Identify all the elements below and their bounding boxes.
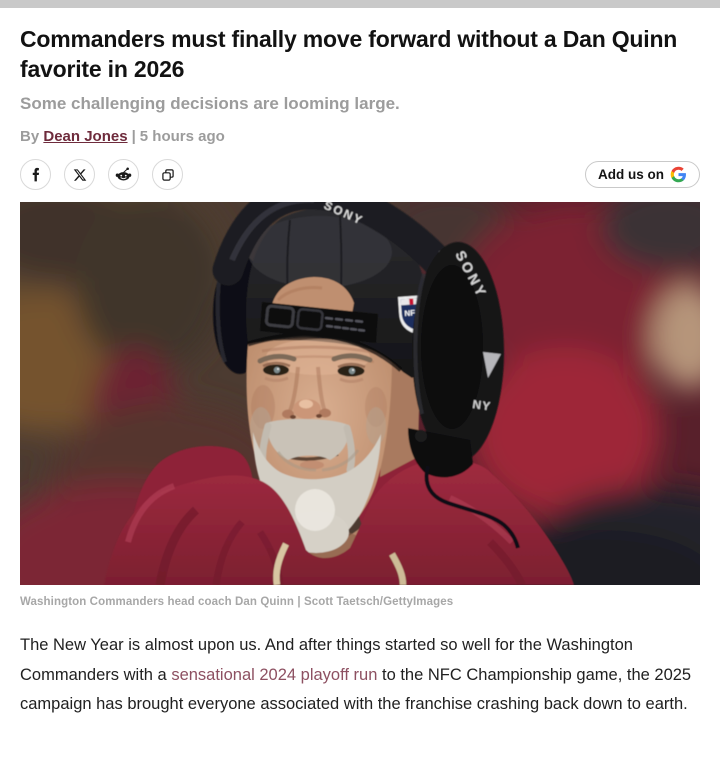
reddit-share-button[interactable]	[108, 159, 139, 190]
page-title: Commanders must finally move forward wit…	[20, 26, 678, 82]
x-icon	[73, 168, 86, 181]
share-row: Add us on	[20, 159, 700, 190]
browser-top-strip	[0, 0, 720, 8]
dan-quinn-portrait: NFL SONY SONY NY	[104, 202, 574, 585]
facebook-share-button[interactable]	[20, 159, 51, 190]
paragraph-text: The New Year is almost upon us. And afte…	[20, 636, 633, 684]
byline-separator: |	[131, 128, 136, 145]
add-us-on-google-button[interactable]: Add us on	[585, 161, 700, 188]
snapback-strap	[260, 302, 378, 343]
facebook-icon	[32, 167, 40, 182]
copy-link-share-button[interactable]	[152, 159, 183, 190]
article-figure: NFL SONY SONY NY	[20, 202, 700, 608]
byline: By Dean Jones | 5 hours ago	[20, 128, 700, 145]
svg-text:NY: NY	[472, 397, 492, 413]
hoodie-drawstring	[389, 552, 407, 585]
playoff-run-link[interactable]: sensational 2024 playoff run	[171, 665, 378, 684]
article-paragraph: The New Year is almost upon us. And afte…	[20, 631, 700, 720]
add-us-label: Add us on	[598, 167, 664, 182]
headset-cable	[424, 465, 520, 549]
google-g-icon	[670, 166, 686, 183]
reddit-icon	[115, 167, 132, 181]
x-share-button[interactable]	[64, 159, 95, 190]
hoodie-drawstring	[273, 542, 289, 585]
copy-link-icon	[161, 168, 174, 181]
article-page: Commanders must finally move forward wit…	[0, 24, 720, 720]
image-caption: Washington Commanders head coach Dan Qui…	[20, 596, 454, 608]
author-link[interactable]: Dean Jones	[43, 128, 128, 145]
byline-timestamp: 5 hours ago	[139, 128, 225, 145]
byline-prefix: By	[20, 128, 40, 145]
right-earcup: SONY NY	[408, 242, 504, 478]
paragraph-text: to the NFC Championship game, the 2025 c…	[20, 665, 692, 714]
article-hero-image: NFL SONY SONY NY	[20, 202, 700, 585]
article-subtitle: Some challenging decisions are looming l…	[20, 94, 400, 113]
svg-text:NFL: NFL	[404, 308, 420, 318]
